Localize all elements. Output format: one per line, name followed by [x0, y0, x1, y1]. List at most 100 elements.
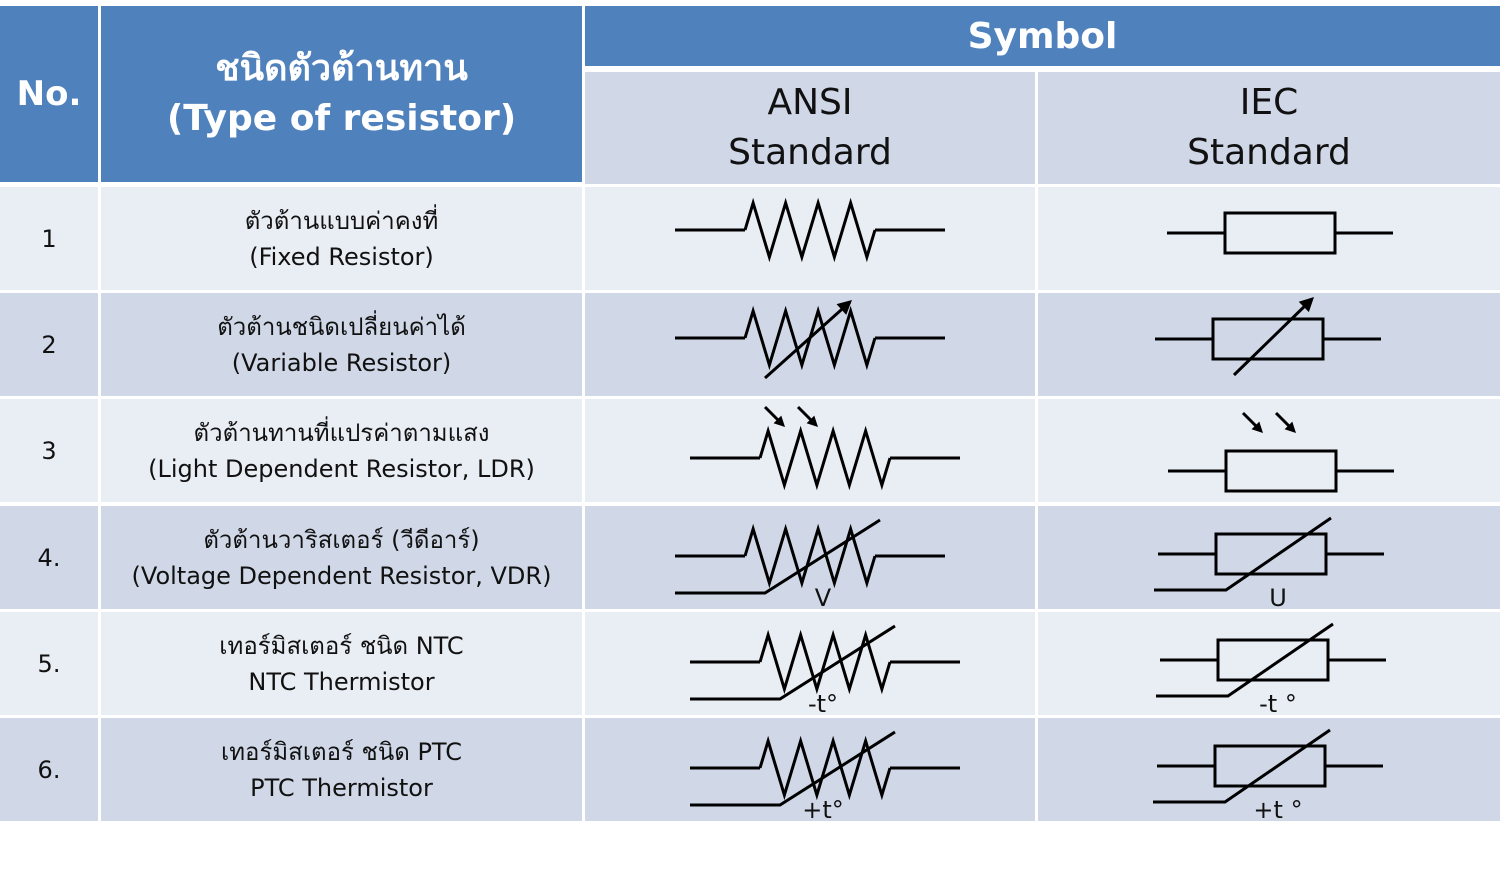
ansi-symbol-dependent: [690, 730, 960, 807]
header-ansi-standard: ANSI Standard: [585, 72, 1035, 184]
iec-variable-arrow: [1232, 297, 1314, 377]
row-type-cell: เทอร์มิสเตอร์ ชนิด PTC PTC Thermistor: [101, 718, 582, 821]
ansi-symbol-graphic: V: [675, 518, 945, 609]
ansi-symbol-dependent: [675, 518, 945, 595]
ansi-dependent-line: [690, 624, 896, 701]
type-name-english: (Variable Resistor): [231, 348, 452, 377]
row-number: 2: [41, 330, 57, 359]
row-number-cell: 5.: [0, 612, 98, 715]
row-type-cell: ตัวต้านวาริสเตอร์ (วีดีอาร์) (Voltage Dep…: [101, 506, 582, 609]
ansi-symbol-cell: [585, 187, 1035, 290]
ansi-symbol-cell: +t°: [585, 718, 1035, 821]
row-number-cell: 1: [0, 187, 98, 290]
row-number: 3: [41, 436, 57, 465]
row-type-cell: ตัวต้านแบบค่าคงที่ (Fixed Resistor): [101, 187, 582, 290]
iec-resistor-box: [1216, 638, 1330, 682]
header-type-english: (Type of resistor): [166, 98, 517, 139]
iec-symbol-label: -t °: [1259, 690, 1297, 715]
row-type-cell: เทอร์มิสเตอร์ ชนิด NTC NTC Thermistor: [101, 612, 582, 715]
iec-symbol-cell: [1038, 187, 1500, 290]
ansi-zigzag: [743, 523, 877, 589]
iec-symbol-graphic: -t °: [1156, 622, 1386, 715]
row-type-cell: ตัวต้านทานที่แปรค่าตามแสง (Light Dependen…: [101, 399, 582, 502]
ansi-symbol-variable: [675, 300, 945, 380]
iec-resistor-box: [1223, 211, 1337, 255]
iec-resistor-box: [1224, 449, 1338, 493]
iec-resistor-box: [1214, 532, 1328, 576]
iec-symbol-graphic: [1155, 297, 1381, 377]
row-number-cell: 2: [0, 293, 98, 396]
iec-symbol-ldr: [1168, 411, 1394, 493]
ansi-light-arrowhead: [806, 415, 818, 427]
iec-symbol-graphic: +t °: [1153, 728, 1383, 821]
header-ansi-line1: ANSI: [767, 82, 853, 123]
header-symbol: Symbol: [585, 6, 1500, 66]
iec-resistor-box: [1211, 317, 1325, 361]
ansi-symbol-dependent: [690, 624, 960, 701]
iec-symbol-cell: +t °: [1038, 718, 1500, 821]
row-number-cell: 4.: [0, 506, 98, 609]
type-name-thai: เทอร์มิสเตอร์ ชนิด NTC: [219, 631, 464, 660]
iec-symbol-variable: [1155, 297, 1381, 377]
ansi-zigzag: [743, 197, 877, 263]
header-ansi-line2: Standard: [728, 132, 892, 173]
header-type-thai: ชนิดตัวต้านทาน: [215, 48, 468, 89]
iec-symbol-graphic: U: [1154, 516, 1384, 609]
resistor-symbol-table: No. ชนิดตัวต้านทาน (Type of resistor) Sy…: [0, 6, 1500, 823]
iec-dependent-line: [1154, 516, 1332, 592]
type-name-thai: ตัวต้านวาริสเตอร์ (วีดีอาร์): [203, 525, 480, 554]
iec-light-arrowhead: [1251, 421, 1263, 433]
ansi-symbol-cell: [585, 293, 1035, 396]
iec-symbol-dependent: [1153, 728, 1383, 804]
type-name-thai: ตัวต้านแบบค่าคงที่: [244, 206, 439, 235]
header-no: No.: [0, 6, 98, 182]
iec-symbol-graphic: [1167, 211, 1393, 255]
row-number: 5.: [37, 649, 61, 678]
iec-light-arrowhead: [1284, 421, 1296, 433]
row-number: 6.: [37, 755, 61, 784]
type-name-english: (Light Dependent Resistor, LDR): [148, 454, 535, 483]
ansi-zigzag: [758, 425, 892, 491]
iec-symbol-dependent: [1154, 516, 1384, 592]
ansi-zigzag: [758, 735, 892, 801]
ansi-variable-arrow: [764, 300, 851, 380]
ansi-symbol-cell: [585, 399, 1035, 502]
row-number: 1: [41, 224, 57, 253]
ansi-symbol-graphic: +t°: [690, 730, 960, 821]
type-name-english: (Fixed Resistor): [249, 242, 434, 271]
ansi-symbol-cell: V: [585, 506, 1035, 609]
type-name-english: (Voltage Dependent Resistor, VDR): [131, 561, 552, 590]
row-number: 4.: [37, 543, 61, 572]
ansi-symbol-graphic: -t°: [690, 624, 960, 715]
header-iec-line2: Standard: [1187, 132, 1351, 173]
iec-symbol-label: U: [1269, 584, 1287, 609]
row-number-cell: 6.: [0, 718, 98, 821]
ansi-symbol-label: +t°: [802, 796, 844, 821]
ansi-symbol-graphic: [675, 300, 945, 380]
ansi-symbol-ldr: [690, 405, 960, 491]
ansi-symbol-graphic: [675, 197, 945, 263]
ansi-symbol-label: V: [815, 584, 832, 609]
ansi-variable-arrowhead: [836, 300, 852, 315]
header-no-label: No.: [16, 74, 82, 114]
ansi-symbol-label: -t°: [808, 690, 838, 715]
type-name-thai: ตัวต้านทานที่แปรค่าตามแสง: [193, 418, 490, 447]
iec-symbol-graphic: [1168, 411, 1394, 493]
ansi-zigzag: [758, 629, 892, 695]
iec-dependent-line: [1153, 728, 1331, 804]
ansi-symbol-fixed: [675, 197, 945, 263]
type-name-english: NTC Thermistor: [248, 667, 435, 696]
header-type: ชนิดตัวต้านทาน (Type of resistor): [101, 6, 582, 182]
iec-symbol-label: +t °: [1253, 796, 1302, 821]
header-iec-standard: IEC Standard: [1038, 72, 1500, 184]
iec-resistor-box: [1213, 744, 1327, 788]
row-type-cell: ตัวต้านชนิดเปลี่ยนค่าได้ (Variable Resist…: [101, 293, 582, 396]
type-name-thai: ตัวต้านชนิดเปลี่ยนค่าได้: [217, 312, 466, 341]
ansi-light-arrowhead: [773, 415, 785, 427]
ansi-dependent-line: [690, 730, 896, 807]
iec-symbol-cell: [1038, 293, 1500, 396]
header-iec-line1: IEC: [1239, 82, 1299, 123]
iec-symbol-cell: [1038, 399, 1500, 502]
type-name-english: PTC Thermistor: [250, 773, 433, 802]
iec-symbol-cell: U: [1038, 506, 1500, 609]
